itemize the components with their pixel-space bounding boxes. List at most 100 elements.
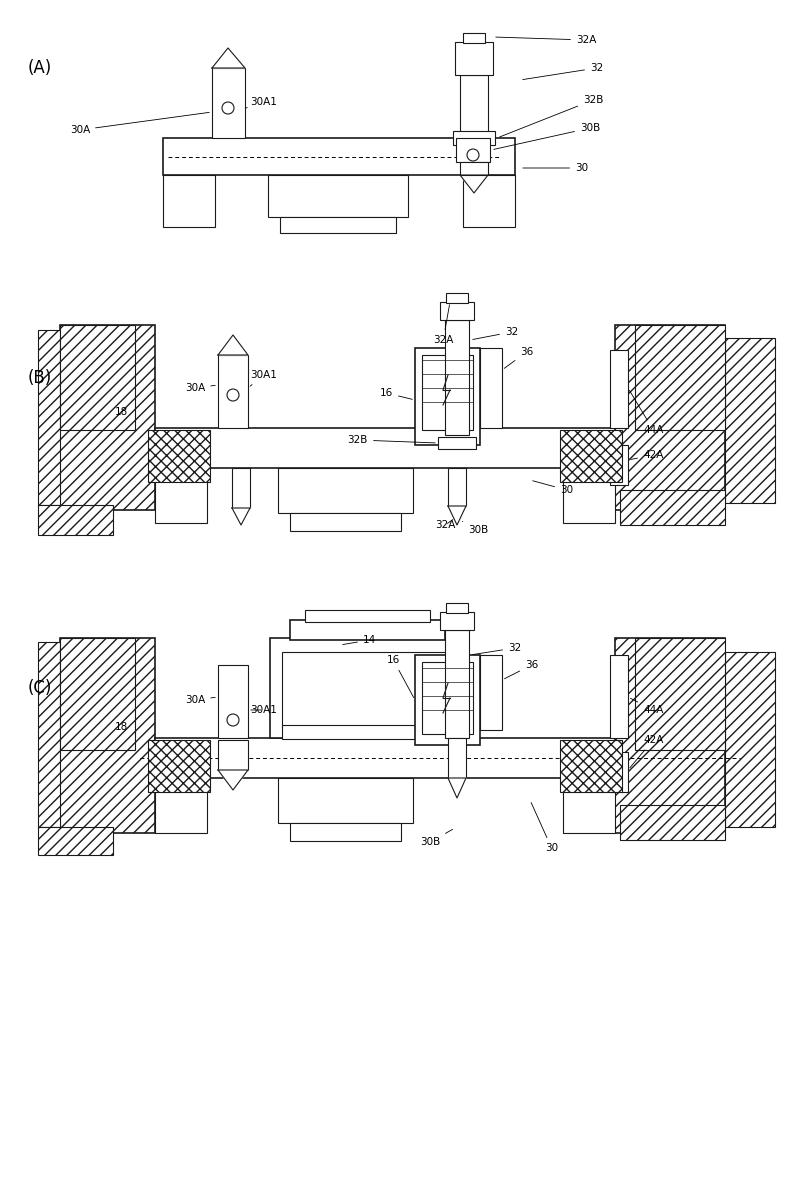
Bar (232, 468, 250, 508)
Polygon shape (232, 508, 250, 525)
Polygon shape (212, 48, 245, 68)
Text: 42A: 42A (630, 450, 663, 460)
Bar (163, 138, 515, 174)
Text: 30B: 30B (494, 123, 600, 150)
Bar (725, 652, 775, 826)
Bar (163, 174, 215, 228)
Text: 32: 32 (473, 643, 522, 654)
Bar (38, 643, 60, 826)
Text: 42A: 42A (630, 735, 663, 768)
Bar (218, 355, 248, 428)
Text: 30: 30 (522, 163, 588, 173)
Polygon shape (460, 174, 488, 193)
Bar (148, 740, 210, 792)
Bar (610, 656, 628, 738)
Bar (212, 68, 245, 138)
Bar (60, 325, 135, 430)
Bar (455, 42, 493, 75)
Bar (448, 468, 466, 506)
Bar (635, 638, 725, 750)
Bar (438, 437, 476, 449)
Bar (282, 652, 453, 727)
Text: 32: 32 (522, 62, 603, 79)
Bar (278, 468, 413, 513)
Bar (60, 638, 135, 750)
Polygon shape (218, 335, 248, 355)
Bar (635, 325, 725, 430)
Bar (448, 738, 466, 778)
Bar (445, 630, 469, 738)
Bar (563, 468, 615, 523)
Bar (270, 638, 465, 738)
Text: 30A: 30A (70, 112, 210, 136)
Bar (460, 75, 488, 138)
Text: 16: 16 (386, 656, 414, 698)
Bar (305, 610, 430, 623)
Bar (290, 513, 401, 531)
Text: 36: 36 (504, 347, 534, 368)
Bar (278, 778, 413, 823)
Text: (A): (A) (28, 59, 52, 77)
Polygon shape (448, 506, 466, 525)
Text: 16: 16 (380, 388, 412, 400)
Text: 30A1: 30A1 (250, 705, 277, 714)
Bar (610, 752, 628, 792)
Bar (148, 430, 210, 482)
Bar (445, 320, 469, 435)
Bar (415, 656, 480, 745)
Bar (38, 330, 60, 505)
Bar (422, 355, 473, 430)
Bar (560, 740, 622, 792)
Text: 32B: 32B (499, 95, 603, 137)
Bar (440, 612, 474, 630)
Bar (38, 826, 113, 855)
Bar (415, 348, 480, 444)
Bar (290, 823, 401, 841)
Text: 44A: 44A (630, 390, 663, 435)
Text: 32A: 32A (435, 520, 455, 531)
Text: 14: 14 (342, 635, 376, 645)
Bar (280, 217, 396, 233)
Text: 32A: 32A (496, 35, 596, 45)
Text: 30A1: 30A1 (250, 370, 277, 387)
Bar (440, 302, 474, 320)
Bar (155, 468, 207, 523)
Bar (60, 638, 155, 834)
Text: 30B: 30B (420, 829, 453, 847)
Bar (282, 725, 453, 739)
Bar (290, 620, 445, 640)
Text: (C): (C) (28, 679, 52, 697)
Bar (610, 444, 628, 485)
Text: 36: 36 (505, 660, 538, 679)
Text: 30A: 30A (185, 383, 215, 393)
Bar (453, 131, 495, 145)
Bar (725, 338, 775, 503)
Bar (38, 505, 113, 535)
Text: 32: 32 (473, 327, 518, 340)
Bar (456, 138, 490, 162)
Text: 30B: 30B (462, 521, 488, 535)
Bar (155, 738, 615, 778)
Bar (563, 778, 615, 834)
Bar (463, 33, 485, 42)
Bar (463, 174, 515, 228)
Text: (B): (B) (28, 369, 52, 387)
Bar (155, 428, 615, 468)
Text: 30: 30 (531, 803, 558, 852)
Bar (60, 325, 155, 511)
Polygon shape (448, 778, 466, 798)
Bar (268, 174, 408, 217)
Text: 30A: 30A (185, 694, 215, 705)
Text: 18: 18 (115, 722, 128, 732)
Bar (560, 430, 622, 482)
Text: 30: 30 (533, 481, 573, 495)
Polygon shape (218, 770, 248, 790)
Bar (218, 740, 248, 770)
Text: 32B: 32B (348, 435, 435, 444)
Bar (620, 490, 725, 525)
Bar (155, 778, 207, 834)
Bar (615, 325, 725, 511)
Bar (480, 656, 502, 730)
Bar (446, 294, 468, 303)
Bar (218, 665, 248, 738)
